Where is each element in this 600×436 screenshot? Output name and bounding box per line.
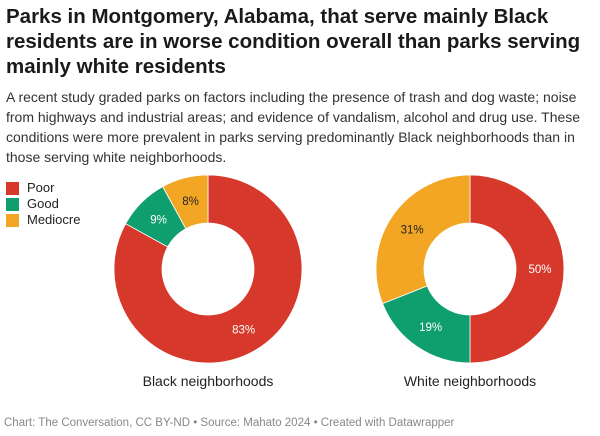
- donut-slice-poor: [469, 174, 565, 364]
- legend-label: Mediocre: [27, 212, 81, 227]
- donut-slice-mediocre: [375, 174, 471, 305]
- donut-data-label: 50%: [528, 264, 551, 276]
- chart-title: Parks in Montgomery, Alabama, that serve…: [6, 5, 581, 78]
- legend-item-mediocre: Mediocre: [6, 212, 80, 228]
- chart-description: A recent study graded parks on factors i…: [6, 89, 581, 165]
- donut-data-label: 31%: [401, 225, 424, 237]
- legend-swatch: [6, 197, 19, 211]
- footer-credits: Chart: The Conversation, CC BY-ND • Sour…: [4, 417, 455, 429]
- donut-data-label: 19%: [419, 322, 442, 334]
- donut-data-label: 83%: [232, 324, 255, 336]
- donut-slice-poor: [113, 174, 303, 364]
- legend-item-good: Good: [6, 196, 80, 212]
- donut-slice-mediocre: [162, 174, 209, 230]
- legend: Poor Good Mediocre: [6, 180, 80, 228]
- legend-label: Poor: [27, 180, 55, 195]
- donut-title-black: Black neighborhoods: [142, 373, 274, 389]
- legend-swatch: [6, 213, 19, 227]
- legend-swatch: [6, 181, 19, 195]
- donut-title-white: White neighborhoods: [403, 373, 537, 389]
- legend-label: Good: [27, 196, 59, 211]
- donut-data-label: 8%: [182, 196, 199, 208]
- legend-item-poor: Poor: [6, 180, 80, 196]
- donut-data-label: 9%: [150, 215, 167, 227]
